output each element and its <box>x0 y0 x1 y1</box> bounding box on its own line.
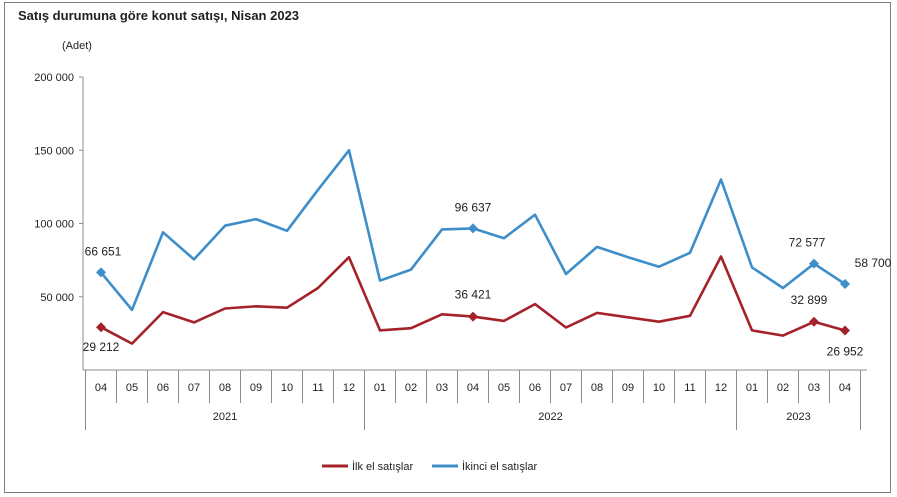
data-label: 96 637 <box>455 200 492 214</box>
legend-label: İlk el satışlar <box>352 460 413 473</box>
x-tick-label: 10 <box>281 382 293 394</box>
x-tick-label: 04 <box>467 382 479 394</box>
data-label: 29 212 <box>83 340 120 354</box>
year-label: 2023 <box>786 411 810 423</box>
x-tick-label: 02 <box>405 382 417 394</box>
x-tick-label: 02 <box>777 382 789 394</box>
x-tick-label: 07 <box>560 382 572 394</box>
x-tick-label: 04 <box>839 382 851 394</box>
chart-title: Satış durumuna göre konut satışı, Nisan … <box>18 8 300 23</box>
data-label: 66 651 <box>85 244 122 258</box>
unit-label: (Adet) <box>62 40 92 52</box>
data-point-marker <box>809 258 819 269</box>
data-label: 36 421 <box>455 288 492 302</box>
year-label: 2022 <box>538 411 562 423</box>
x-tick-label: 04 <box>95 382 107 394</box>
y-tick-label: 200 000 <box>34 72 74 84</box>
data-point-marker <box>809 316 819 327</box>
x-tick-label: 06 <box>529 382 541 394</box>
y-tick-label: 150 000 <box>34 145 74 157</box>
x-tick-label: 08 <box>591 382 603 394</box>
data-point-marker <box>468 311 478 322</box>
x-tick-label: 05 <box>126 382 138 394</box>
data-point-marker <box>468 223 478 234</box>
x-tick-label: 12 <box>715 382 727 394</box>
x-tick-label: 01 <box>374 382 386 394</box>
x-tick-label: 03 <box>808 382 820 394</box>
data-label: 72 577 <box>789 236 826 250</box>
data-label: 32 899 <box>791 293 828 307</box>
x-tick-label: 05 <box>498 382 510 394</box>
x-tick-label: 09 <box>250 382 262 394</box>
data-label: 26 952 <box>827 345 864 359</box>
x-tick-label: 11 <box>684 382 695 394</box>
data-label: 58 700 <box>855 256 892 270</box>
y-tick-label: 100 000 <box>34 219 74 231</box>
x-tick-label: 01 <box>746 382 758 394</box>
x-tick-label: 11 <box>312 382 323 394</box>
year-label: 2021 <box>213 411 237 423</box>
x-tick-label: 12 <box>343 382 355 394</box>
data-point-marker <box>96 322 106 333</box>
y-tick-label: 50 000 <box>40 292 74 304</box>
x-tick-label: 09 <box>622 382 634 394</box>
data-point-marker <box>840 279 850 290</box>
x-tick-label: 10 <box>653 382 665 394</box>
data-point-marker <box>840 325 850 336</box>
data-point-marker <box>96 267 106 278</box>
x-tick-label: 08 <box>219 382 231 394</box>
x-tick-label: 03 <box>436 382 448 394</box>
x-tick-label: 06 <box>157 382 169 394</box>
x-tick-label: 07 <box>188 382 200 394</box>
legend-label: İkinci el satışlar <box>462 460 538 473</box>
chart-frame <box>4 2 891 493</box>
